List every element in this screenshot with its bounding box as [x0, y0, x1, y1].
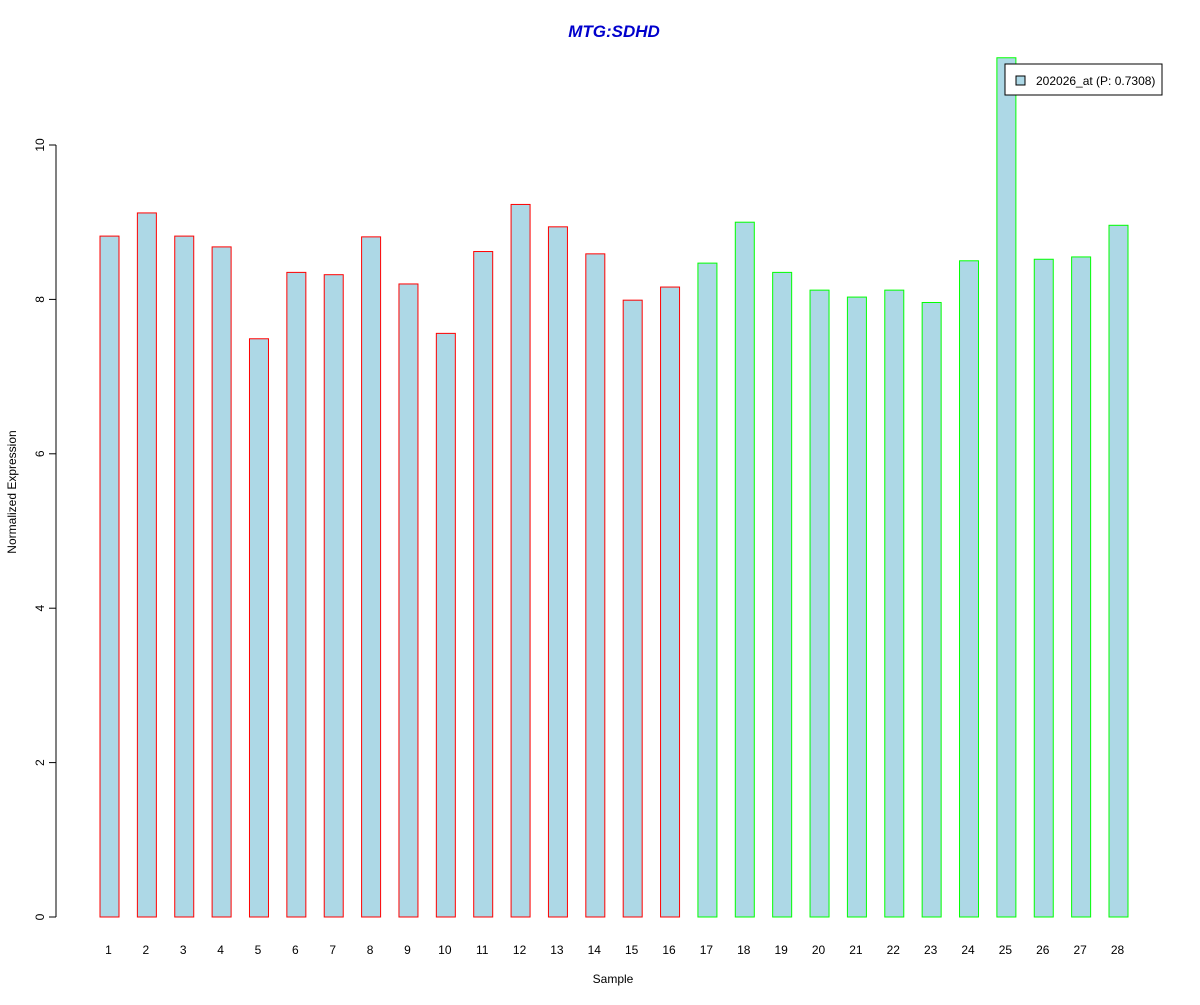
x-tick-label: 2	[143, 943, 150, 957]
x-tick-label: 15	[625, 943, 639, 957]
chart-title: MTG:SDHD	[568, 22, 660, 41]
bar-sample-10	[435, 332, 456, 918]
x-tick-label: 26	[1036, 943, 1050, 957]
bar-sample-23	[921, 301, 942, 918]
x-tick-label: 17	[700, 943, 714, 957]
y-tick-label: 4	[33, 605, 47, 612]
y-tick-label: 6	[33, 450, 47, 457]
bar-sample-27	[1071, 256, 1092, 918]
x-tick-label: 10	[438, 943, 452, 957]
x-tick-label: 23	[924, 943, 938, 957]
bar-sample-7	[323, 274, 344, 918]
legend-label: 202026_at (P: 0.7308)	[1036, 74, 1155, 88]
x-tick-label: 6	[292, 943, 299, 957]
bar-sample-13	[547, 226, 568, 918]
x-tick-label: 11	[476, 943, 489, 957]
bar-sample-1	[99, 235, 120, 918]
bar-sample-4	[211, 246, 232, 918]
bar-sample-3	[174, 235, 195, 918]
x-tick-label: 19	[774, 943, 788, 957]
y-axis-title: Normalized Expression	[5, 430, 19, 553]
bar-sample-15	[622, 299, 643, 918]
x-tick-label: 25	[999, 943, 1013, 957]
x-tick-label: 3	[180, 943, 187, 957]
bar-sample-11	[473, 251, 494, 918]
bar-sample-16	[660, 286, 681, 918]
bar-sample-21	[846, 296, 867, 918]
legend-box	[1004, 63, 1163, 96]
x-tick-label: 5	[255, 943, 262, 957]
bar-sample-22	[884, 289, 905, 918]
bar-sample-18	[734, 221, 755, 918]
x-tick-label: 14	[588, 943, 602, 957]
x-tick-label: 4	[217, 943, 224, 957]
x-axis-title: Sample	[593, 972, 634, 986]
x-tick-label: 12	[513, 943, 527, 957]
x-tick-label: 16	[662, 943, 676, 957]
x-tick-label: 9	[404, 943, 411, 957]
bar-sample-14	[585, 253, 606, 918]
bar-sample-12	[510, 203, 531, 918]
x-tick-label: 22	[887, 943, 901, 957]
bar-sample-6	[286, 271, 307, 918]
bar-sample-20	[809, 289, 830, 918]
bars	[99, 57, 1129, 918]
x-tick-label: 13	[550, 943, 564, 957]
x-tick-label: 1	[105, 943, 112, 957]
y-tick-label: 8	[33, 296, 47, 303]
y-tick-label: 0	[33, 913, 47, 920]
x-tick-label: 18	[737, 943, 751, 957]
bar-sample-24	[959, 260, 980, 918]
bar-sample-19	[772, 271, 793, 918]
y-tick-label: 10	[33, 138, 47, 152]
legend: 202026_at (P: 0.7308)	[1004, 63, 1163, 96]
bar-sample-17	[697, 262, 718, 918]
x-tick-label: 21	[849, 943, 863, 957]
bar-sample-25	[996, 57, 1017, 918]
bar-sample-26	[1033, 258, 1054, 918]
bar-sample-5	[248, 338, 269, 918]
x-tick-label: 20	[812, 943, 826, 957]
x-tick-label: 7	[329, 943, 336, 957]
legend-swatch	[1015, 75, 1026, 86]
y-tick-label: 2	[33, 759, 47, 766]
x-tick-label: 24	[961, 943, 975, 957]
x-tick-label: 28	[1111, 943, 1125, 957]
bar-sample-9	[398, 283, 419, 918]
bar-sample-2	[136, 212, 157, 918]
bar-sample-28	[1108, 224, 1129, 918]
x-tick-label: 27	[1073, 943, 1087, 957]
bar-sample-8	[361, 236, 382, 918]
x-tick-labels: 1 2 3 4 5 6 7 8 9 10 11 12 13 14 15 16 17 18 19 20 21 22 23 24 2…	[105, 943, 1124, 957]
x-tick-label: 8	[367, 943, 374, 957]
y-axis: 0 2 4 6 8 10	[33, 138, 57, 920]
